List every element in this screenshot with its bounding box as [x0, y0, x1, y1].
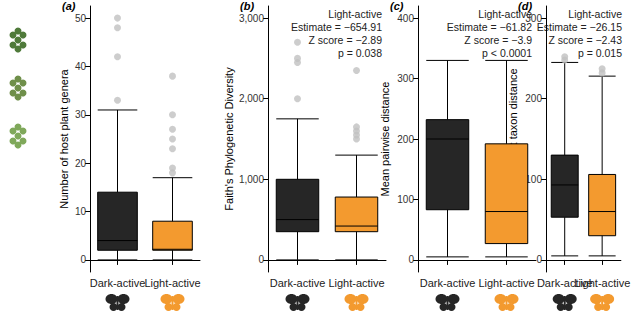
svg-text:Dark-active: Dark-active — [270, 277, 326, 289]
svg-text:Light-active: Light-active — [574, 277, 630, 289]
svg-text:400: 400 — [397, 13, 414, 24]
svg-text:50: 50 — [75, 13, 87, 24]
svg-text:40: 40 — [75, 61, 87, 72]
svg-text:Mean nearest taxon distance: Mean nearest taxon distance — [507, 68, 519, 210]
svg-text:Z score = −2.89: Z score = −2.89 — [308, 34, 382, 46]
svg-text:200: 200 — [397, 134, 414, 145]
svg-text:(b): (b) — [240, 0, 254, 12]
svg-text:Number of host plant genera: Number of host plant genera — [58, 68, 70, 208]
svg-text:0: 0 — [408, 254, 414, 265]
svg-text:200: 200 — [525, 93, 542, 104]
svg-text:20: 20 — [75, 158, 87, 169]
svg-text:Estimate = −654.91: Estimate = −654.91 — [291, 21, 382, 33]
svg-text:Faith's Phylogenetic Diversity: Faith's Phylogenetic Diversity — [223, 67, 235, 211]
svg-text:p < 0.0001: p < 0.0001 — [482, 47, 532, 59]
svg-text:300: 300 — [397, 73, 414, 84]
svg-text:30: 30 — [75, 109, 87, 120]
svg-text:Light-active: Light-active — [478, 7, 532, 20]
svg-text:Z score = −2.43: Z score = −2.43 — [548, 34, 622, 46]
svg-text:Dark-active: Dark-active — [90, 277, 146, 289]
svg-text:Mean pairwise distance: Mean pairwise distance — [379, 82, 391, 197]
svg-text:Estimate = −61.82: Estimate = −61.82 — [447, 21, 532, 33]
svg-text:100: 100 — [397, 194, 414, 205]
svg-text:Light-active: Light-active — [568, 8, 622, 20]
svg-text:10: 10 — [75, 206, 87, 217]
svg-text:0: 0 — [80, 254, 86, 265]
svg-text:Light-active: Light-active — [328, 8, 382, 20]
svg-text:100: 100 — [525, 173, 542, 185]
svg-text:Light-active: Light-active — [478, 277, 534, 289]
svg-text:Estimate = −26.15: Estimate = −26.15 — [537, 21, 622, 33]
svg-text:p = 0.015: p = 0.015 — [578, 47, 622, 59]
svg-text:Dark-active: Dark-active — [536, 276, 593, 289]
svg-text:300: 300 — [525, 13, 542, 24]
svg-text:p = 0.038: p = 0.038 — [338, 47, 382, 59]
svg-text:(d): (d) — [518, 0, 532, 12]
svg-text:0: 0 — [258, 254, 264, 265]
svg-text:0: 0 — [536, 254, 542, 265]
svg-text:Z score = −3.9: Z score = −3.9 — [464, 34, 532, 46]
svg-text:Light-active: Light-active — [328, 277, 384, 289]
svg-text:Light-active: Light-active — [144, 277, 200, 289]
svg-text:1,000: 1,000 — [239, 174, 264, 185]
svg-text:2,000: 2,000 — [239, 93, 264, 104]
svg-text:3,000: 3,000 — [239, 13, 264, 24]
svg-text:Dark-active: Dark-active — [420, 277, 476, 289]
svg-text:(c): (c) — [390, 0, 404, 12]
svg-text:(a): (a) — [62, 0, 76, 12]
